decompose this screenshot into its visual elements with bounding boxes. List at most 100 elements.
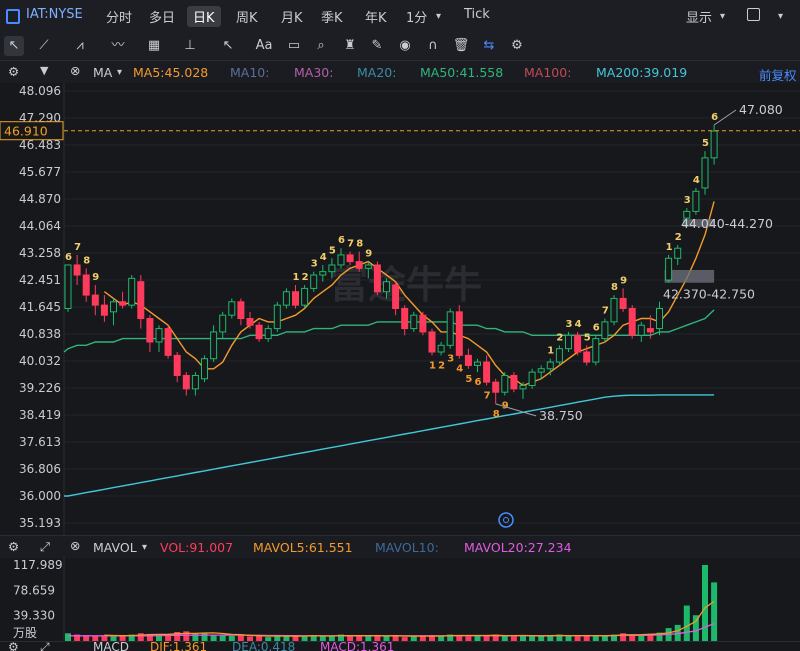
tab-one-minute[interactable]: 1分: [406, 11, 428, 26]
candle-body: [546, 361, 554, 370]
display-dropdown-icon[interactable]: ▾: [720, 11, 726, 22]
candle-body: [628, 307, 636, 336]
tab-tick[interactable]: Tick: [464, 7, 490, 22]
zoom-icon[interactable]: [498, 512, 514, 528]
candle-body: [583, 351, 591, 363]
sync-icon[interactable]: ⇆: [483, 38, 495, 53]
fib-tool-icon[interactable]: ▦: [147, 38, 161, 53]
trash-icon[interactable]: 🗑: [452, 38, 470, 53]
ma30-value: MA30:: [294, 65, 334, 80]
collapse-icon[interactable]: ▼: [40, 64, 49, 77]
magnet-icon[interactable]: ∩: [428, 38, 438, 53]
wave-tool-icon[interactable]: 〰: [111, 38, 125, 53]
sequence-count-label: 8: [493, 409, 500, 420]
sequence-count-label: 3: [311, 259, 318, 270]
candle-body: [355, 261, 363, 269]
ma200-line: [64, 394, 715, 497]
candle-body: [128, 277, 136, 306]
volume-bar: [574, 636, 581, 641]
volume-chart[interactable]: 117.989 78.659 39.330 万股: [0, 557, 800, 641]
sequence-count-label: 8: [83, 255, 90, 266]
comment-icon[interactable]: ▭: [287, 38, 301, 53]
volume-chart-canvas[interactable]: 117.989 78.659 39.330 万股: [0, 557, 800, 641]
sequence-count-label: 8: [356, 239, 363, 250]
tab-weekly-k[interactable]: 周K: [236, 11, 258, 26]
tab-multiday[interactable]: 多日: [149, 11, 176, 26]
mavol-indicator-label[interactable]: MAVOL: [93, 540, 137, 555]
candle-body: [219, 314, 227, 333]
minute-dropdown-icon[interactable]: ▾: [436, 11, 442, 22]
candle-body: [555, 348, 563, 363]
adjust-mode[interactable]: 前复权: [759, 68, 797, 83]
display-menu[interactable]: 显示: [686, 11, 713, 26]
settings-icon[interactable]: ⚙: [511, 38, 523, 53]
symbol-title[interactable]: IAT:NYSE: [26, 7, 83, 22]
arrow-tool-icon[interactable]: ↖: [222, 38, 234, 53]
candle-body: [264, 328, 272, 340]
tab-timeshare[interactable]: 分时: [106, 11, 133, 26]
channel-tool-icon[interactable]: ⩘: [76, 38, 84, 53]
price-chart[interactable]: 48.096 47.290 46.483 45.677 44.870 44.064 43.2…: [0, 83, 800, 535]
high-annotation-leader: [713, 109, 737, 126]
tab-yearly-k[interactable]: 年K: [365, 11, 387, 26]
candle-body: [201, 358, 208, 380]
price-axis-label: 43.258: [19, 246, 61, 260]
volume-bar: [565, 635, 572, 641]
volume-bar: [592, 635, 599, 641]
gap-zone-1: [682, 219, 715, 227]
candle-body: [346, 254, 354, 263]
volume-bar: [711, 582, 718, 641]
volume-bar: [283, 635, 290, 641]
line-tool-icon[interactable]: ⟋: [39, 38, 49, 53]
macd-indicator-label[interactable]: MACD: [93, 641, 129, 651]
price-axis-label: 48.096: [19, 84, 61, 98]
price-chart-canvas[interactable]: 48.09647.29046.48345.67744.87044.06443.2…: [0, 83, 800, 535]
candle-body: [292, 291, 299, 306]
close-icon[interactable]: ⊗: [70, 63, 81, 78]
candle-body: [537, 368, 545, 373]
volume-axis-label: 117.989: [13, 558, 63, 572]
volume-bar: [601, 635, 608, 641]
tab-daily-k[interactable]: 日K: [187, 6, 221, 27]
volume-bar: [429, 635, 435, 641]
cursor-icon[interactable]: ↖: [4, 36, 24, 56]
volume-bar: [556, 634, 563, 641]
volume-bar: [510, 636, 517, 641]
expand-icon[interactable]: ⤢: [40, 641, 50, 651]
volume-bar: [201, 632, 208, 641]
gear-icon[interactable]: ⚙: [8, 539, 20, 554]
gear-icon[interactable]: ⚙: [8, 641, 19, 651]
sequence-count-label: 3: [566, 319, 573, 330]
sequence-count-label: 1: [547, 346, 554, 357]
tab-monthly-k[interactable]: 月K: [281, 11, 303, 26]
chevron-down-icon[interactable]: ▾: [142, 542, 148, 553]
pattern-icon[interactable]: ♜: [344, 38, 356, 53]
eye-icon[interactable]: ◉: [399, 38, 411, 53]
ma-indicator-label[interactable]: MA: [93, 65, 113, 80]
sequence-count-label: 3: [684, 195, 691, 206]
search-icon[interactable]: ⌕: [317, 38, 325, 53]
text-tool[interactable]: Aa: [255, 38, 273, 53]
candle-body: [373, 264, 381, 293]
price-axis-label: 46.483: [19, 138, 61, 152]
gear-icon[interactable]: ⚙: [8, 64, 20, 79]
candle-body: [110, 301, 117, 313]
expand-icon[interactable]: ⤢: [40, 539, 51, 554]
sequence-count-label: 8: [611, 282, 618, 293]
candle-body: [237, 301, 245, 320]
volume-bar: [647, 633, 654, 641]
measure-tool-icon[interactable]: ⊥: [184, 38, 196, 53]
current-price-label: 46.910: [4, 124, 48, 139]
pen-icon[interactable]: ✎: [371, 38, 383, 53]
volume-bar: [174, 631, 181, 641]
close-icon[interactable]: ⊗: [70, 538, 81, 553]
tab-quarterly-k[interactable]: 季K: [321, 11, 343, 26]
price-axis-label: 36.000: [19, 489, 61, 503]
more-dropdown-icon[interactable]: ▾: [778, 11, 784, 22]
chevron-down-icon[interactable]: ▾: [117, 67, 123, 78]
top-bar: IAT:NYSE 分时 多日 日K 周K 月K 季K 年K 1分 ▾ Tick …: [0, 0, 800, 33]
checkbox-icon[interactable]: [747, 8, 760, 21]
vol-value: VOL:91.007: [160, 540, 234, 555]
zoom-icon-inner: [503, 517, 509, 523]
sequence-count-label: 1: [293, 272, 300, 283]
